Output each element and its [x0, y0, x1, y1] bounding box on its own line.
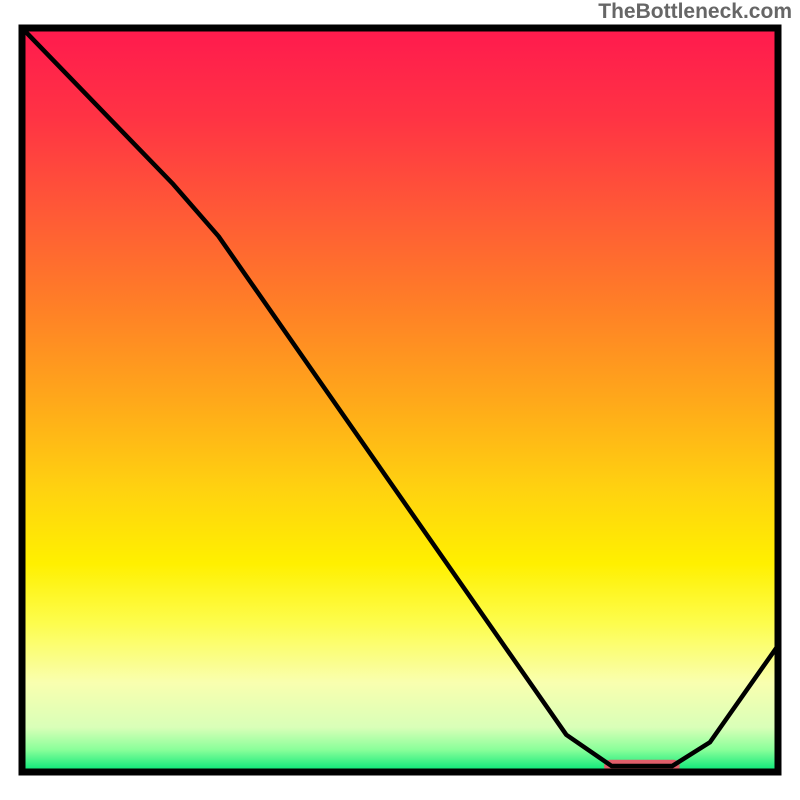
- bottleneck-chart: [0, 0, 800, 800]
- chart-background: [22, 28, 778, 772]
- watermark-text: TheBottleneck.com: [598, 0, 792, 24]
